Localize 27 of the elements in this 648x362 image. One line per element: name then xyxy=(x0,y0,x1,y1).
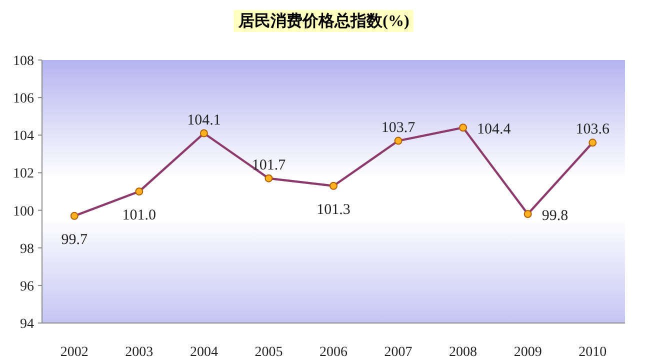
y-tick-label: 104 xyxy=(13,129,34,144)
text: 103.7 xyxy=(381,120,416,136)
text: 104.1 xyxy=(187,112,221,128)
x-tick-label: 2010 xyxy=(578,345,607,360)
text: 99.7 xyxy=(61,232,88,248)
y-tick-label: 98 xyxy=(20,242,34,257)
y-tick-label: 108 xyxy=(13,54,34,69)
chart-title: 居民消费价格总指数(%) xyxy=(238,12,410,30)
y-tick-label: 106 xyxy=(13,92,34,107)
y-tick-label: 96 xyxy=(20,279,34,294)
x-tick-label: 2008 xyxy=(449,345,478,360)
x-tick-label: 2002 xyxy=(60,345,88,360)
text: 103.6 xyxy=(576,122,610,138)
y-tick-label: 94 xyxy=(20,317,34,332)
x-tick-label: 2007 xyxy=(384,345,412,360)
x-tick-label: 2003 xyxy=(125,345,154,360)
x-tick-label: 2006 xyxy=(320,345,348,360)
text: 101.7 xyxy=(252,157,286,174)
text: 101.3 xyxy=(316,202,350,218)
x-tick-label: 2009 xyxy=(514,345,542,360)
text: 101.0 xyxy=(122,208,156,224)
x-tick-label: 2005 xyxy=(254,345,283,360)
x-tick-label: 2004 xyxy=(190,345,218,360)
text: 99.8 xyxy=(542,208,568,224)
y-tick-label: 102 xyxy=(13,166,34,182)
text: 104.4 xyxy=(477,122,511,138)
y-tick-label: 100 xyxy=(13,204,34,220)
